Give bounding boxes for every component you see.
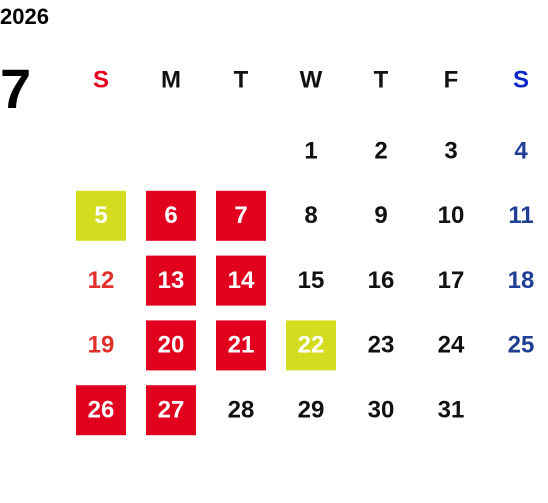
day-highlight — [146, 190, 196, 241]
day-number: 19 — [88, 332, 115, 359]
day-highlight — [76, 190, 126, 241]
day-number: 29 — [298, 397, 325, 424]
weekday-label: M — [161, 66, 181, 93]
weekday-label: F — [444, 66, 459, 93]
day-number: 14 — [228, 267, 255, 294]
day-highlight — [146, 320, 196, 371]
day-number: 4 — [514, 137, 528, 164]
day-number: 11 — [508, 202, 533, 229]
day-highlight — [216, 190, 266, 241]
day-highlight — [76, 385, 126, 436]
day-number: 25 — [508, 332, 535, 359]
day-number: 28 — [228, 397, 255, 424]
day-highlight — [146, 255, 196, 306]
day-number: 18 — [508, 267, 535, 294]
day-number: 12 — [88, 267, 115, 294]
day-number: 24 — [438, 332, 465, 359]
weekday-label: W — [300, 66, 323, 93]
day-number: 5 — [94, 202, 107, 229]
day-highlight — [286, 320, 336, 371]
weekday-label: S — [93, 66, 109, 93]
day-number: 27 — [158, 397, 185, 424]
month: 7 — [0, 57, 31, 120]
day-number: 26 — [88, 397, 115, 424]
day-number: 8 — [304, 202, 317, 229]
day-highlight — [146, 385, 196, 436]
day-number: 1 — [304, 137, 317, 164]
year: 2026 — [0, 4, 49, 29]
day-number: 3 — [444, 137, 457, 164]
day-number: 15 — [298, 267, 325, 294]
weekday-label: T — [374, 66, 389, 93]
day-number: 13 — [158, 267, 185, 294]
day-number: 10 — [438, 202, 465, 229]
day-number: 31 — [438, 397, 465, 424]
day-number: 20 — [158, 332, 185, 359]
day-highlight — [216, 320, 266, 371]
day-number: 21 — [228, 332, 255, 359]
day-number: 17 — [438, 267, 465, 294]
day-number: 6 — [164, 202, 177, 229]
weekday-label: S — [513, 66, 529, 93]
day-number: 9 — [374, 202, 387, 229]
day-number: 7 — [234, 202, 247, 229]
day-highlight — [216, 255, 266, 306]
day-number: 16 — [368, 267, 395, 294]
day-number: 2 — [374, 137, 387, 164]
day-number: 30 — [368, 397, 395, 424]
day-number: 23 — [368, 332, 395, 359]
weekday-label: T — [234, 66, 249, 93]
day-number: 22 — [298, 332, 325, 359]
